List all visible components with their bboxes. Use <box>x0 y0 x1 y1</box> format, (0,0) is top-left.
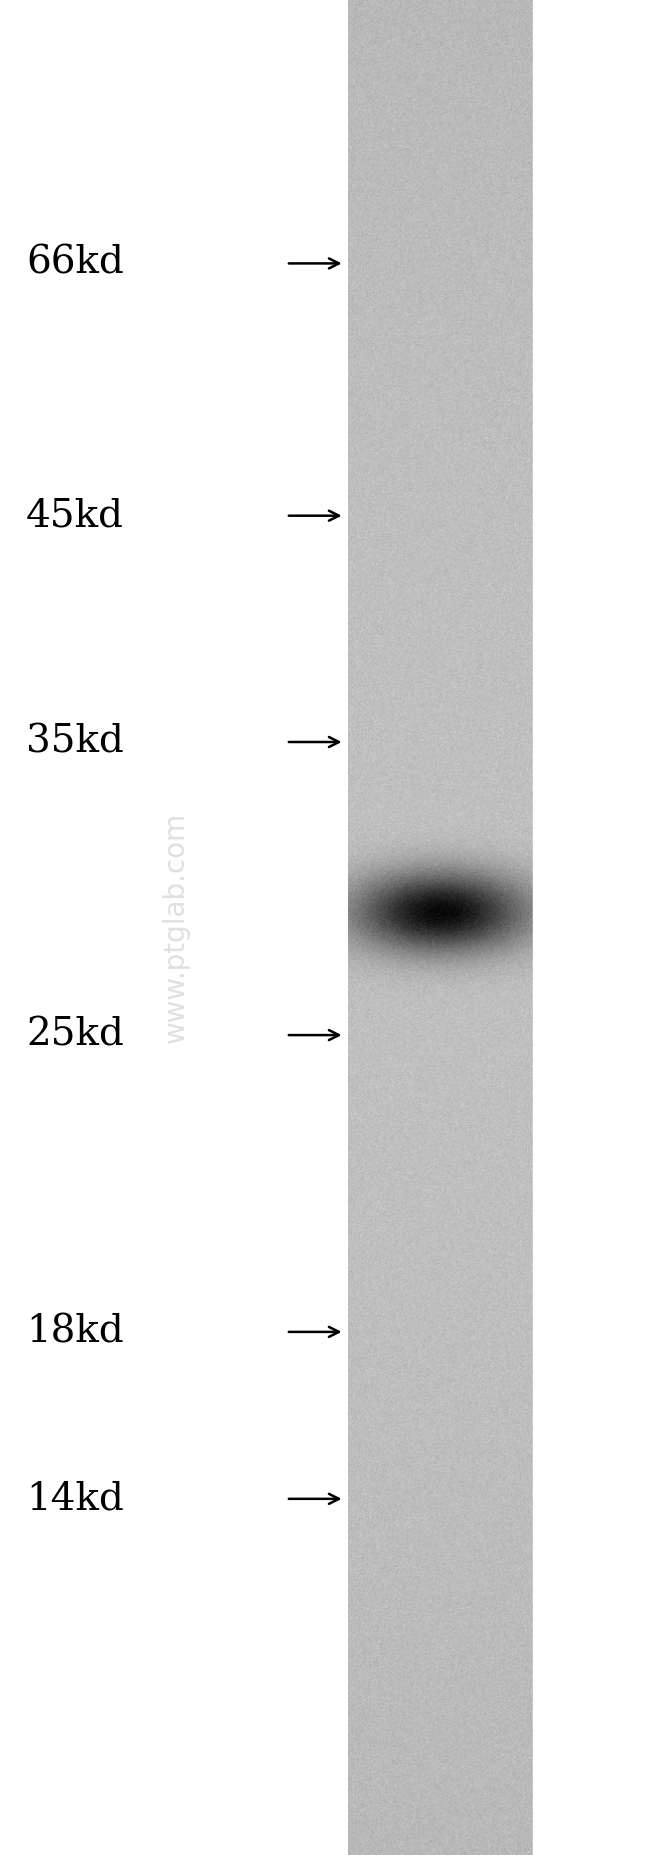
Bar <box>533 0 650 1855</box>
Text: 18kd: 18kd <box>26 1313 124 1350</box>
Text: 66kd: 66kd <box>26 245 124 282</box>
Text: 45kd: 45kd <box>26 497 124 534</box>
Text: 25kd: 25kd <box>26 1017 124 1054</box>
Text: www.ptglab.com: www.ptglab.com <box>161 812 190 1043</box>
Text: 14kd: 14kd <box>26 1480 124 1517</box>
Text: 35kd: 35kd <box>26 723 124 761</box>
